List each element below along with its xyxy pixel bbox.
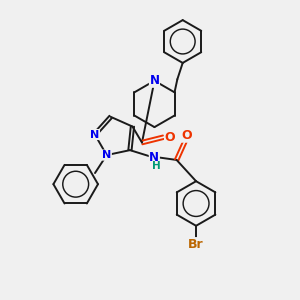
Text: Br: Br	[188, 238, 204, 251]
Text: N: N	[102, 150, 111, 160]
Text: O: O	[165, 131, 175, 144]
Text: N: N	[149, 151, 159, 164]
Text: N: N	[90, 130, 100, 140]
Text: O: O	[181, 129, 192, 142]
Text: N: N	[149, 74, 160, 87]
Text: H: H	[152, 161, 161, 171]
